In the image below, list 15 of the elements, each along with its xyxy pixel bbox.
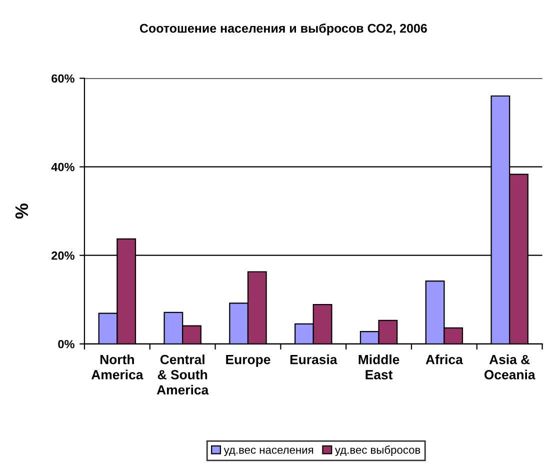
y-tick-label: 0% <box>58 340 74 348</box>
chart-title: Соотошение населения и выбросов СО2, 2006 <box>140 23 427 36</box>
x-tick-label: Europe <box>226 355 270 367</box>
x-tick-label: Africa <box>426 354 463 364</box>
x-tick-label: North America <box>91 354 144 380</box>
y-tick-label: 40% <box>51 162 74 172</box>
x-tick-label: Central & South America <box>156 354 209 395</box>
legend-label: уд.вес выбросов <box>334 446 420 456</box>
y-tick-label: 60% <box>52 74 74 83</box>
x-tick-label: Eurasia <box>290 354 338 364</box>
x-tick-label: Asia & Oceania <box>484 354 536 380</box>
x-tick-label: Middle East <box>358 354 400 380</box>
y-axis-title: % <box>15 204 28 219</box>
legend-label: уд.вес населения <box>224 448 314 456</box>
y-tick-label: 20% <box>52 251 74 260</box>
